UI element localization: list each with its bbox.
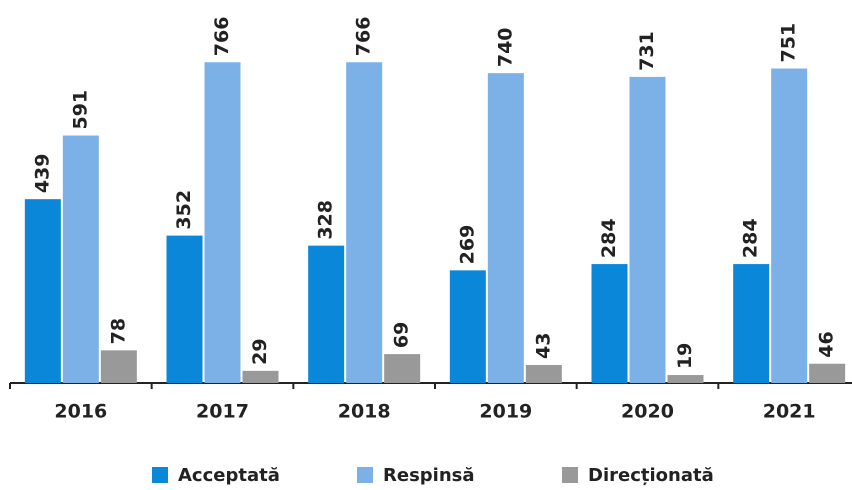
value-label: 29 — [249, 338, 271, 364]
value-label: 284 — [598, 218, 620, 258]
bar — [591, 264, 628, 383]
legend-label: Acceptată — [178, 465, 280, 486]
bar — [308, 245, 345, 383]
value-label: 751 — [778, 23, 800, 63]
legend-swatch — [562, 467, 578, 483]
value-label: 328 — [315, 200, 337, 240]
bar — [62, 135, 99, 383]
x-tick-label: 2019 — [479, 401, 532, 423]
bar — [242, 370, 279, 383]
value-label: 269 — [456, 225, 478, 265]
x-tick-label: 2020 — [621, 401, 674, 423]
value-label: 69 — [391, 322, 413, 348]
bar — [100, 350, 137, 383]
bar — [166, 235, 203, 383]
bar — [346, 62, 383, 384]
legend-label: Direcționată — [588, 465, 714, 486]
bar — [733, 264, 770, 383]
bar — [771, 68, 808, 384]
bar — [204, 62, 241, 384]
bar — [384, 354, 421, 383]
legend-label: Respinsă — [383, 465, 475, 486]
value-label: 284 — [740, 218, 762, 258]
bar — [449, 270, 486, 383]
value-label: 731 — [636, 31, 658, 71]
value-label: 352 — [173, 190, 195, 230]
bar — [629, 76, 666, 384]
value-label: 591 — [69, 90, 91, 130]
bar — [667, 375, 704, 383]
value-label: 439 — [31, 153, 53, 193]
x-tick-label: 2016 — [54, 401, 107, 423]
value-label: 740 — [494, 27, 516, 67]
x-tick-label: 2018 — [338, 401, 391, 423]
x-tick-label: 2017 — [196, 401, 249, 423]
value-label: 43 — [532, 333, 554, 359]
value-label: 19 — [674, 343, 696, 369]
bar — [809, 363, 846, 383]
bar — [487, 73, 524, 383]
value-label: 766 — [353, 17, 375, 57]
value-label: 766 — [211, 17, 233, 57]
legend-swatch — [152, 467, 168, 483]
value-label: 46 — [816, 331, 838, 357]
x-tick-label: 2021 — [763, 401, 816, 423]
value-label: 78 — [107, 318, 129, 344]
bar — [525, 364, 562, 383]
bar — [24, 199, 61, 383]
legend-swatch — [357, 467, 373, 483]
